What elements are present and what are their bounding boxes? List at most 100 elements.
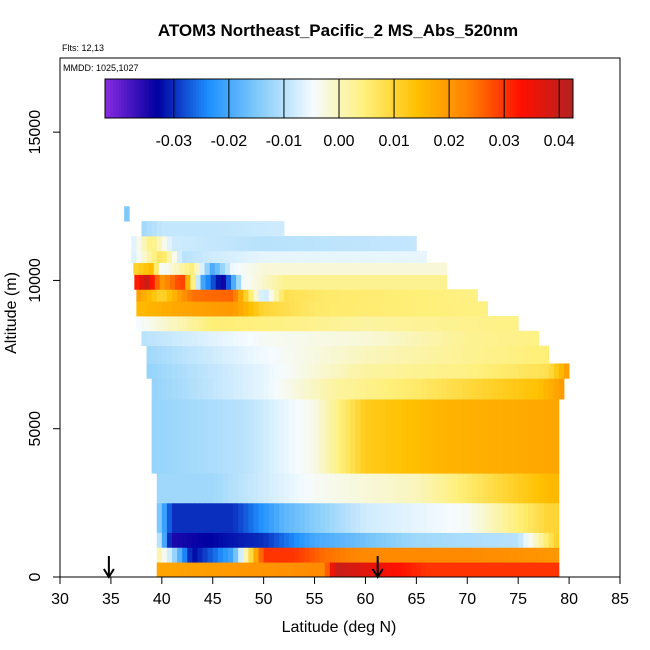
heatmap-cell (385, 301, 392, 317)
heatmap-cell (324, 547, 331, 563)
heatmap-cell (228, 378, 234, 400)
heatmap-cell (278, 301, 285, 317)
heatmap-cell (452, 562, 458, 578)
heatmap-cell (217, 316, 224, 332)
colorbar-segment (138, 79, 142, 118)
heatmap-cell (436, 301, 443, 317)
colorbar-segment (429, 79, 434, 118)
heatmap-cell (411, 502, 417, 533)
heatmap-cell (436, 547, 443, 563)
heatmap-cell (513, 502, 519, 533)
heatmap-cell (502, 316, 509, 332)
heatmap-cell (385, 316, 392, 332)
heatmap-cell (143, 262, 149, 275)
heatmap-cell (324, 378, 331, 400)
heatmap-cell (355, 316, 361, 332)
heatmap-cell (472, 502, 478, 533)
heatmap-cell (482, 502, 489, 533)
heatmap-cell (375, 301, 382, 317)
colorbar-segment (151, 79, 156, 118)
heatmap-cell (375, 532, 382, 548)
heatmap-cell (253, 250, 259, 264)
heatmap-cell (336, 262, 343, 275)
colorbar-segment (333, 79, 337, 118)
heatmap-cell (161, 345, 168, 364)
heatmap-cell (462, 532, 468, 548)
heatmap-cell (350, 363, 356, 379)
heatmap-cell (360, 363, 366, 379)
heatmap-cell (528, 562, 534, 578)
heatmap-cell (263, 345, 270, 364)
x-tick-label: 55 (306, 591, 324, 608)
heatmap-cell (396, 363, 402, 379)
heatmap-cell (238, 301, 244, 317)
heatmap-cell (273, 345, 280, 364)
heatmap-cell (197, 502, 203, 533)
heatmap-cell (233, 289, 239, 302)
heatmap-cell (268, 221, 275, 237)
colorbar-segment (267, 79, 271, 118)
heatmap-cell (161, 289, 168, 302)
heatmap-cell (441, 547, 448, 563)
heatmap-cell (365, 345, 371, 364)
heatmap-cell (421, 547, 427, 563)
heatmap-cell (380, 378, 387, 400)
heatmap-cell (138, 262, 144, 275)
heatmap-cell (228, 250, 234, 264)
heatmap-cell (248, 221, 254, 237)
heatmap-cell (253, 502, 259, 533)
heatmap-cell (192, 532, 198, 548)
heatmap-cell (401, 363, 407, 379)
heatmap-cell (538, 473, 545, 504)
heatmap-cell (334, 399, 341, 474)
heatmap-cell (421, 502, 427, 533)
heatmap-cell (177, 330, 183, 347)
heatmap-cell (202, 562, 209, 578)
heatmap-cell (452, 345, 458, 364)
heatmap-cell (192, 330, 198, 347)
heatmap-cell (329, 502, 336, 533)
heatmap-cell (202, 345, 209, 364)
heatmap-cell (202, 221, 209, 237)
colorbar-segment (223, 79, 227, 118)
heatmap-cell (385, 235, 392, 252)
heatmap-cell (342, 262, 348, 275)
heatmap-cell (187, 473, 193, 504)
heatmap-cell (482, 473, 489, 504)
heatmap-cell (187, 399, 193, 474)
heatmap-cell (457, 547, 463, 563)
heatmap-cell (518, 399, 524, 474)
colorbar-segment (385, 79, 390, 118)
heatmap-cell (207, 316, 214, 332)
heatmap-cell (348, 274, 354, 290)
heatmap-cell (502, 345, 509, 364)
heatmap-cell (467, 547, 473, 563)
heatmap-cell (472, 345, 478, 364)
heatmap-cell (151, 221, 158, 237)
y-axis: 0 5000 10000 15000 (27, 110, 61, 581)
heatmap-cell (362, 262, 368, 275)
heatmap-cell (365, 547, 371, 563)
heatmap-cell (406, 502, 412, 533)
heatmap-cell (284, 330, 290, 347)
heatmap-cell (284, 532, 290, 548)
heatmap-cell (438, 262, 445, 275)
heatmap-cell (472, 363, 478, 379)
colorbar-segment (352, 79, 357, 118)
heatmap-cell (482, 316, 489, 332)
heatmap-cell (350, 378, 356, 400)
heatmap-cell (217, 235, 224, 252)
heatmap-cell (462, 378, 468, 400)
heatmap-cell (294, 250, 300, 264)
heatmap-cell (396, 473, 402, 504)
heatmap-cell (340, 301, 346, 317)
heatmap-cell (151, 250, 158, 264)
heatmap-cell (497, 532, 504, 548)
heatmap-cell (334, 562, 341, 578)
heatmap-cell (452, 473, 458, 504)
colorbar-segment (564, 79, 568, 118)
heatmap-cell (304, 345, 310, 364)
heatmap-cell (329, 250, 336, 264)
heatmap-cell (245, 262, 251, 275)
heatmap-cell (355, 250, 361, 264)
